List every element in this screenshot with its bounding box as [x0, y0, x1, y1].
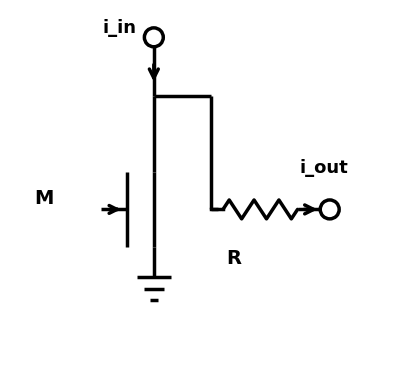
- Text: i_out: i_out: [299, 159, 347, 177]
- Text: R: R: [225, 249, 240, 268]
- Text: i_in: i_in: [102, 19, 136, 37]
- Text: M: M: [34, 189, 54, 208]
